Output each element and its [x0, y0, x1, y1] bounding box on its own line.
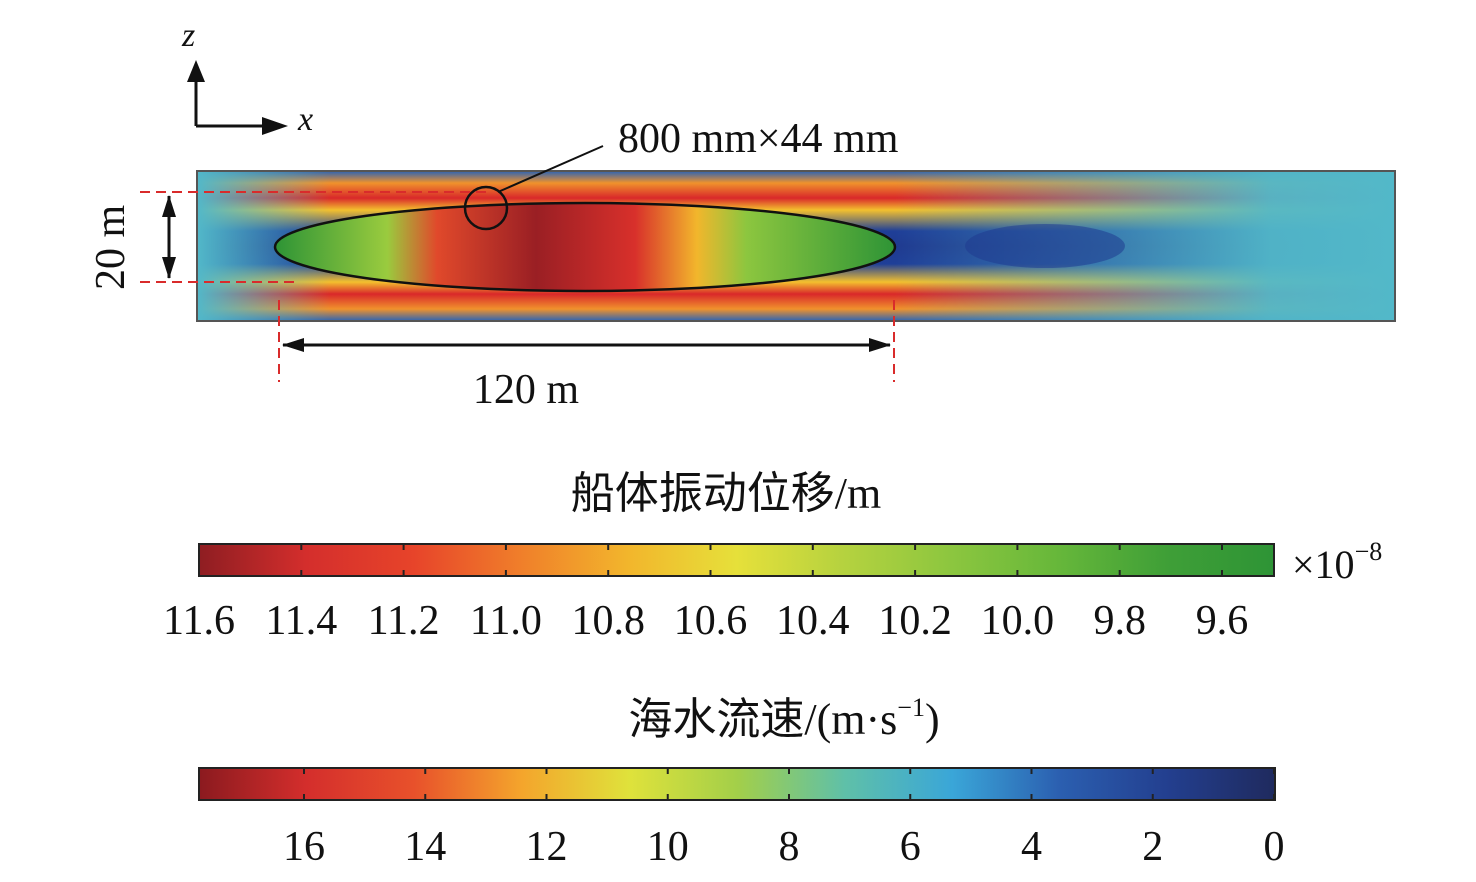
wake-region — [965, 224, 1125, 268]
velocity-colorbar: 海水流速/(m·s−1) 16 14 12 10 8 6 4 2 0 — [198, 693, 1285, 870]
displacement-tick-label: 11.6 — [163, 598, 235, 644]
velocity-tick-label: 12 — [526, 824, 568, 870]
displacement-multiplier-base: ×10 — [1292, 542, 1355, 587]
displacement-colorbar-ticks: 11.6 11.4 11.2 11.0 10.8 10.6 10.4 10.2 10.0 9.8 9… — [163, 544, 1248, 644]
displacement-colorbar: 船体振动位移/m 11.6 11.4 11.2 11.0 10.8 10.6 10.4 10.… — [163, 469, 1382, 644]
velocity-title-main: 海水流速/(m·s — [628, 695, 897, 744]
hull-height-label: 20 m — [88, 205, 134, 291]
displacement-tick-label: 10.8 — [571, 598, 645, 644]
displacement-tick-label: 9.6 — [1196, 598, 1249, 644]
displacement-tick-label: 10.0 — [981, 598, 1055, 644]
window-marker-circle — [463, 185, 509, 231]
displacement-tick-label: 9.8 — [1093, 598, 1146, 644]
displacement-colorbar-bar — [198, 543, 1275, 577]
velocity-title-exponent: −1 — [897, 693, 925, 722]
velocity-tick-label: 4 — [1021, 824, 1042, 870]
velocity-tick-label: 0 — [1264, 824, 1285, 870]
z-axis-arrow — [187, 60, 205, 82]
velocity-tick-label: 14 — [404, 824, 446, 870]
displacement-multiplier: ×10−8 — [1292, 537, 1382, 587]
displacement-tick-label: 10.4 — [776, 598, 850, 644]
velocity-colorbar-bar — [198, 767, 1276, 801]
displacement-tick-label: 10.2 — [878, 598, 952, 644]
displacement-tick-label: 10.6 — [674, 598, 748, 644]
displacement-colorbar-title: 船体振动位移/m — [571, 469, 881, 518]
displacement-multiplier-exponent: −8 — [1355, 537, 1383, 566]
velocity-title-close: ) — [925, 695, 940, 744]
coordinate-axes: z x — [181, 17, 313, 138]
velocity-tick-label: 2 — [1142, 824, 1163, 870]
x-axis-label: x — [297, 101, 313, 138]
velocity-tick-label: 6 — [900, 824, 921, 870]
height-dimension: 20 m — [88, 191, 490, 291]
velocity-tick-label: 10 — [647, 824, 689, 870]
hull-length-label: 120 m — [473, 367, 580, 413]
displacement-tick-label: 11.0 — [470, 598, 542, 644]
window-size-label: 800 mm×44 mm — [618, 116, 899, 162]
window-annotation: 800 mm×44 mm — [463, 116, 899, 231]
velocity-tick-label: 16 — [283, 824, 325, 870]
velocity-tick-label: 8 — [779, 824, 800, 870]
x-axis-arrow — [262, 117, 288, 135]
flow-field-border — [196, 170, 1396, 322]
window-leader-line — [497, 145, 604, 193]
displacement-tick-label: 11.4 — [265, 598, 337, 644]
ship-hull — [273, 201, 897, 293]
z-axis-label: z — [181, 17, 195, 54]
length-dimension: 120 m — [278, 300, 895, 413]
velocity-colorbar-title: 海水流速/(m·s−1) — [628, 693, 939, 744]
displacement-tick-label: 11.2 — [368, 598, 440, 644]
velocity-colorbar-ticks: 16 14 12 10 8 6 4 2 0 — [283, 768, 1285, 870]
